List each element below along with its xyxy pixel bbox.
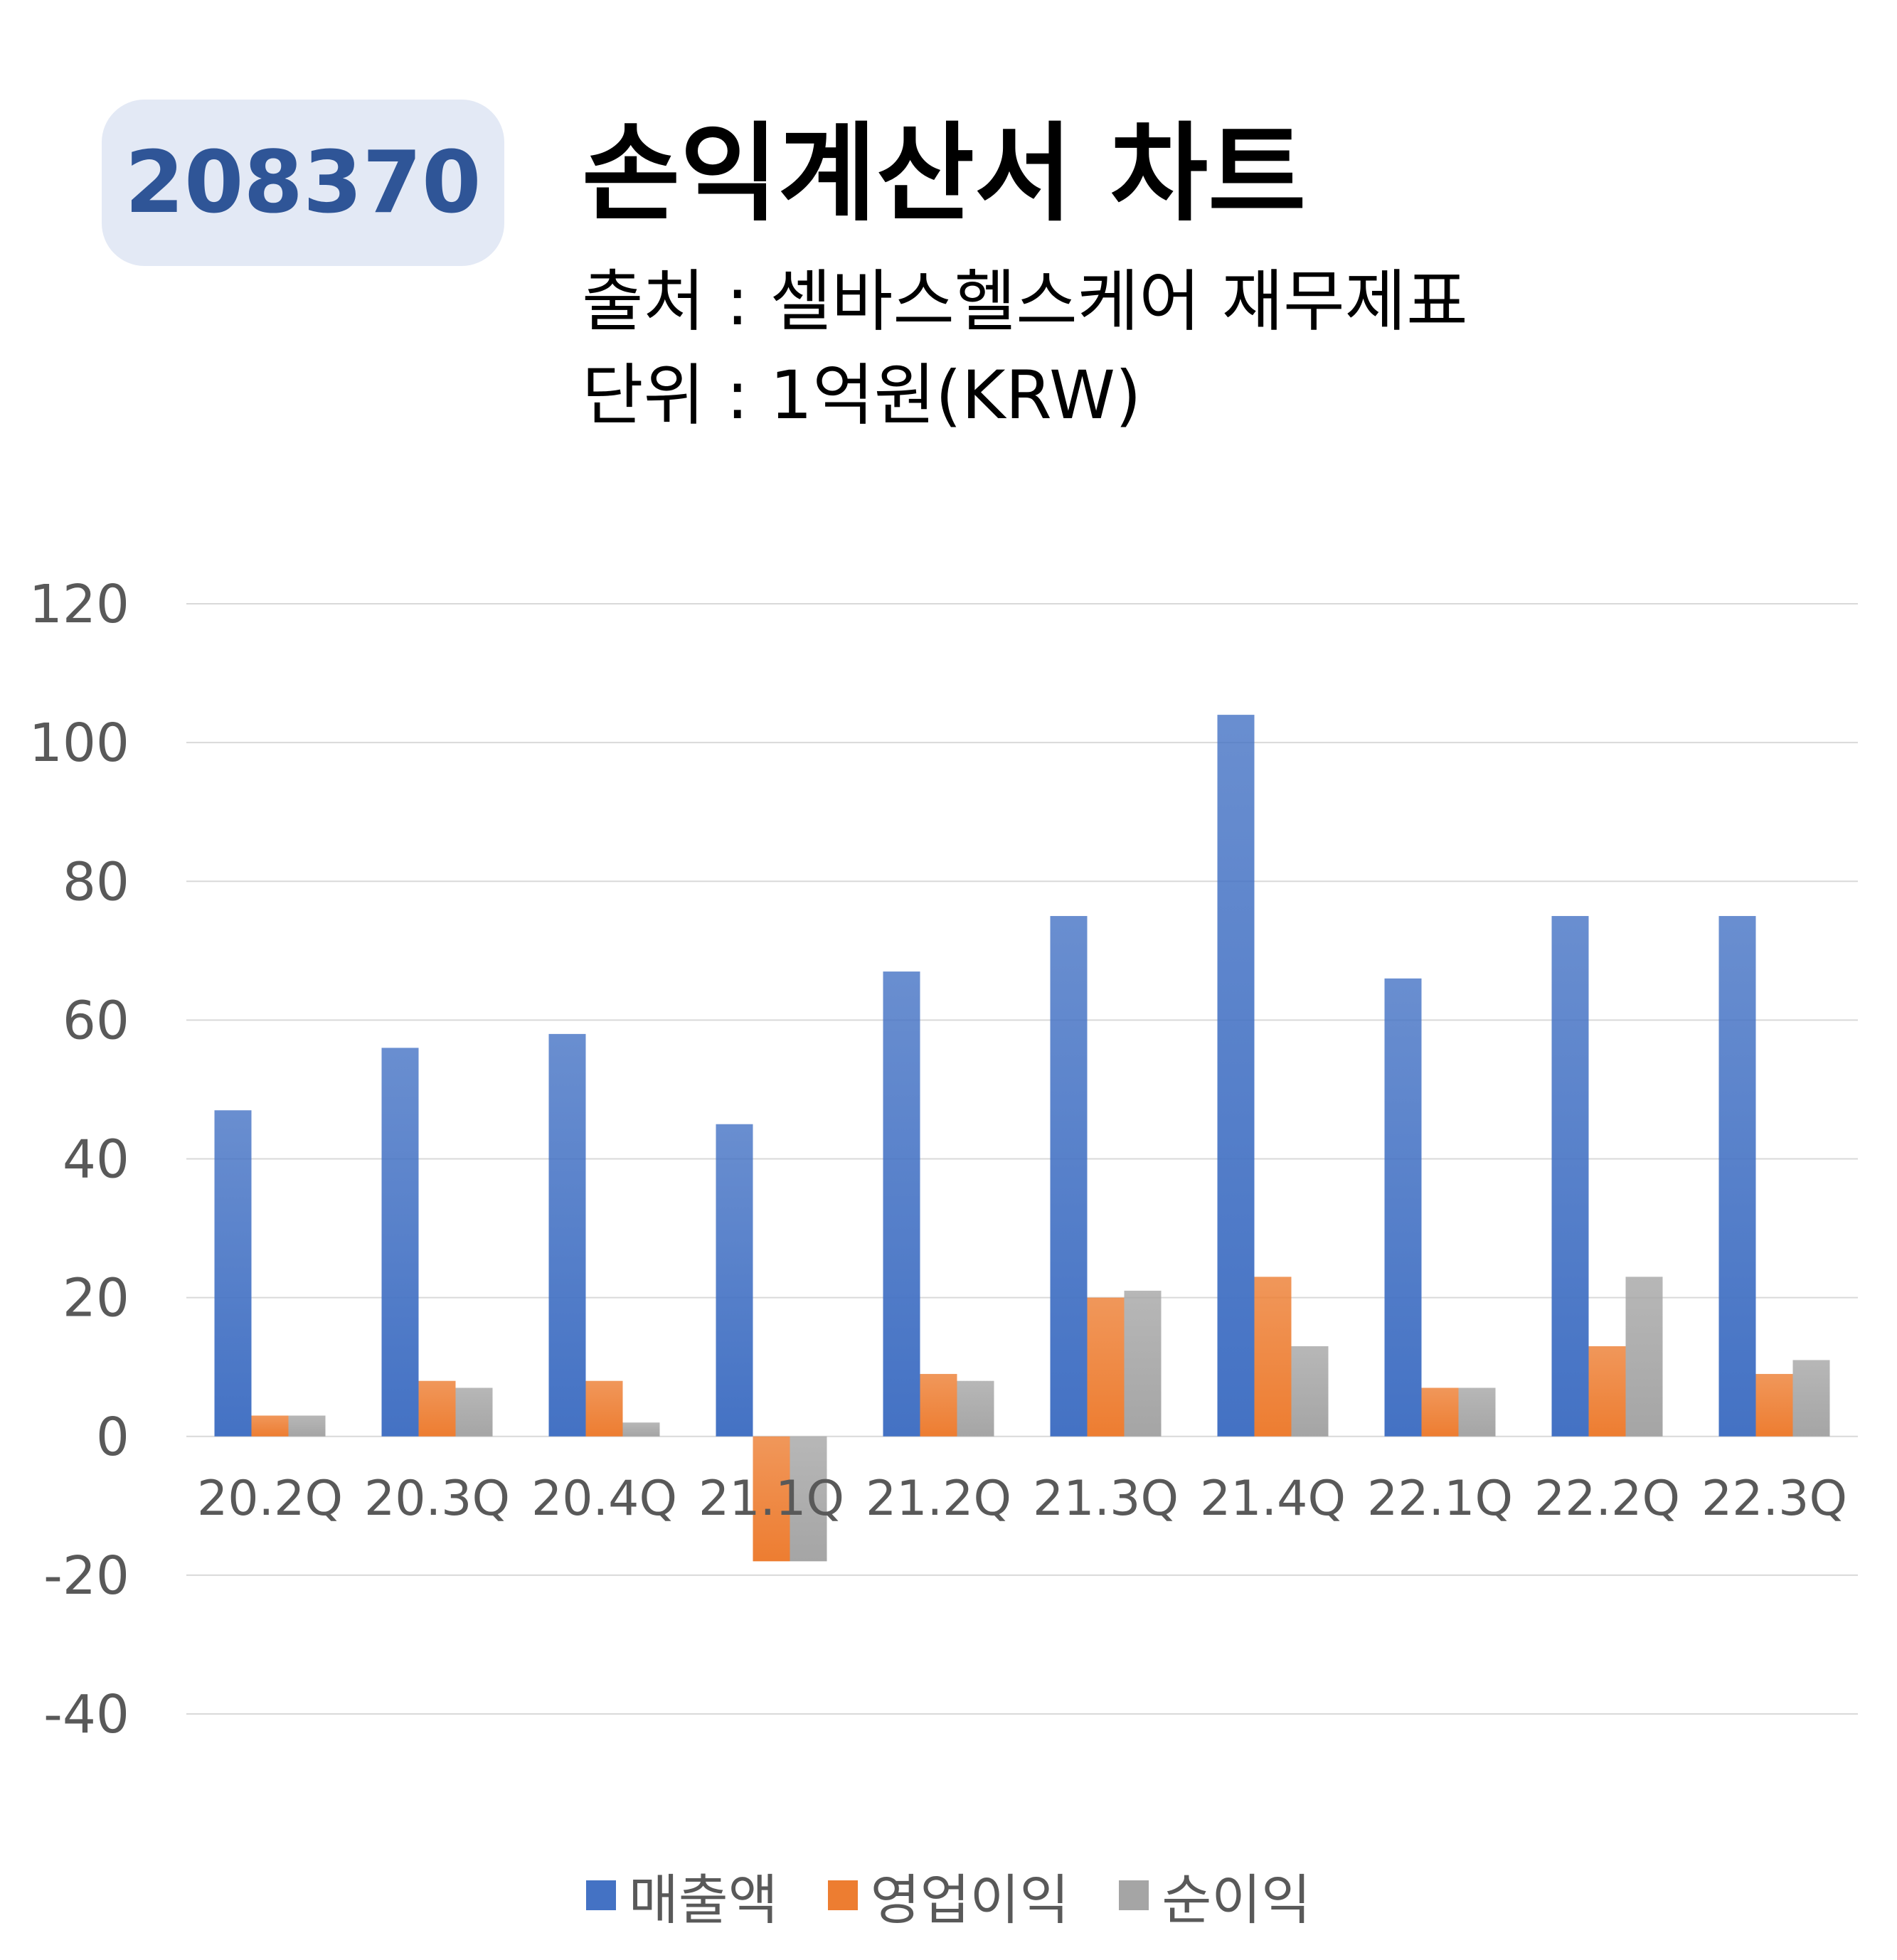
y-tick-label: -20 [43, 1545, 129, 1607]
bar-매출액-20.4Q [548, 1033, 586, 1437]
x-tick-label: 20.3Q [364, 1471, 510, 1527]
bar-순이익-21.1Q [790, 1436, 827, 1562]
bar-chart: -40 -20 0 20 40 60 80 100 120 20.2Q 20.3Q 20.4Q 21.1… [29, 574, 1858, 1745]
bar-순이익-21.4Q [1291, 1346, 1329, 1437]
bar-순이익-21.3Q [1124, 1290, 1162, 1437]
bar-영업이익-20.3Q [418, 1380, 456, 1437]
x-tick-label: 21.3Q [1033, 1471, 1179, 1527]
bar-매출액-21.4Q [1217, 715, 1255, 1437]
x-tick-label: 22.3Q [1701, 1471, 1847, 1527]
bar-영업이익-21.3Q [1087, 1297, 1125, 1437]
stock-code: 208370 [124, 133, 482, 233]
y-tick-label: 120 [29, 574, 129, 635]
bar-매출액-22.3Q [1718, 916, 1756, 1437]
chart-legend: 매출액 영업이익 순이익 [0, 1856, 1897, 1934]
bar-매출액-21.1Q [716, 1124, 753, 1437]
x-tick-label: 20.4Q [531, 1471, 677, 1527]
bar-매출액-21.2Q [883, 971, 920, 1437]
x-tick-label: 21.2Q [866, 1471, 1011, 1527]
bar-매출액-22.2Q [1551, 916, 1589, 1437]
y-tick-label: 20 [63, 1268, 129, 1329]
bar-영업이익-21.2Q [920, 1373, 957, 1437]
legend-swatch [1119, 1880, 1149, 1910]
bar-매출액-22.1Q [1384, 978, 1422, 1437]
bar-매출액-20.2Q [214, 1110, 252, 1437]
legend-item: 영업이익 [827, 1856, 1070, 1934]
bar-영업이익-20.4Q [585, 1380, 623, 1437]
bar-순이익-20.2Q [288, 1415, 326, 1437]
bar-매출액-20.3Q [381, 1048, 419, 1437]
bar-영업이익-21.1Q [753, 1436, 790, 1562]
x-tick-label: 20.2Q [197, 1471, 343, 1527]
bar-순이익-20.3Q [455, 1388, 493, 1437]
y-tick-label: 80 [63, 851, 129, 912]
unit-text: 단위 : 1억원(KRW) [582, 357, 1142, 435]
bar-영업이익-22.3Q [1755, 1373, 1793, 1437]
bar-순이익-22.2Q [1625, 1277, 1663, 1437]
y-tick-label: 100 [29, 713, 129, 774]
x-tick-label: 21.4Q [1200, 1471, 1346, 1527]
legend-swatch [585, 1880, 616, 1910]
legend-label: 매출액 [628, 1868, 778, 1932]
x-tick-label: 22.1Q [1367, 1471, 1513, 1527]
x-tick-label: 21.1Q [698, 1471, 844, 1527]
x-tick-label: 22.2Q [1534, 1471, 1680, 1527]
bar-순이익-21.2Q [957, 1380, 994, 1437]
bar-순이익-22.1Q [1458, 1388, 1496, 1437]
stock-code-badge: 208370 [102, 100, 504, 266]
bar-영업이익-22.2Q [1588, 1346, 1626, 1437]
bar-순이익-22.3Q [1792, 1360, 1830, 1437]
page-title: 손익계산서 차트 [582, 112, 1307, 236]
y-tick-label: 0 [96, 1407, 129, 1468]
legend-item: 순이익 [1119, 1856, 1311, 1934]
y-tick-label: -40 [43, 1684, 129, 1745]
y-tick-label: 60 [63, 990, 129, 1051]
legend-item: 매출액 [585, 1856, 778, 1934]
legend-label: 영업이익 [870, 1868, 1070, 1932]
bar-영업이익-21.4Q [1254, 1277, 1292, 1437]
bar-매출액-21.3Q [1050, 916, 1088, 1437]
bar-순이익-20.4Q [622, 1422, 660, 1437]
source-text: 출처 : 셀바스헬스케어 재무제표 [582, 263, 1468, 341]
legend-label: 순이익 [1162, 1868, 1312, 1932]
bar-영업이익-22.1Q [1421, 1388, 1459, 1437]
y-tick-label: 40 [63, 1129, 129, 1191]
legend-swatch [827, 1880, 858, 1910]
bar-영업이익-20.2Q [251, 1415, 289, 1437]
